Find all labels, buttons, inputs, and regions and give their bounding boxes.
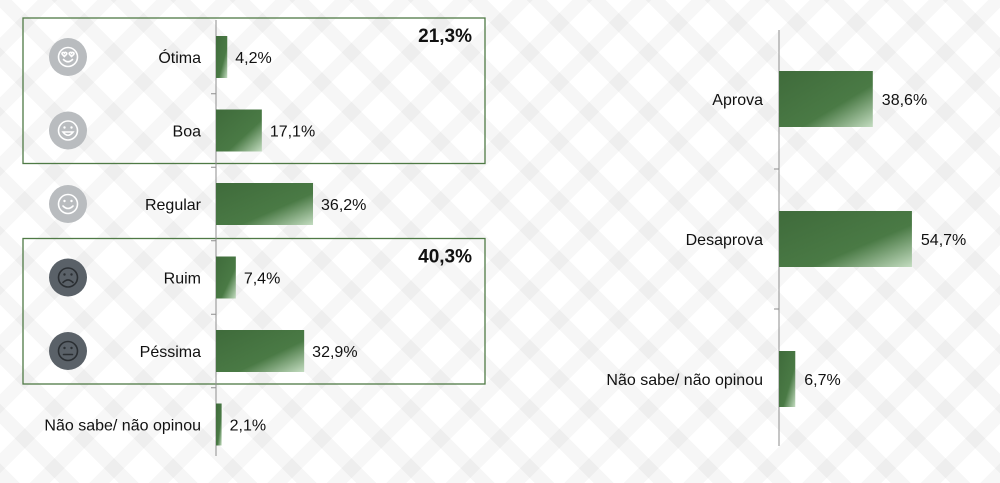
- group-box-2: [22, 237, 486, 385]
- bar-regular: [216, 183, 314, 225]
- category-label-regular: Regular: [145, 197, 202, 214]
- value-label-regular: 36,2%: [321, 197, 366, 214]
- group-box-1: [22, 17, 486, 165]
- chart-2: Aprova 38,6% Desaprova 54,7% Não sabe/ não o…: [606, 30, 966, 446]
- bar-boa: [216, 109, 262, 152]
- category-label-desaprova: Desaprova: [686, 232, 763, 249]
- heart-eyes-face-icon: [49, 38, 87, 76]
- category-label-aprova: Aprova: [712, 92, 763, 109]
- frowning-face-icon: [49, 258, 87, 297]
- bar-desaprova: [779, 211, 912, 267]
- category-label-ruim: Ruim: [164, 271, 201, 288]
- category-label-boa: Boa: [173, 124, 202, 141]
- bar-ruim: [216, 256, 236, 299]
- group-total-label-2: 40,3%: [418, 247, 472, 268]
- grinning-face-icon: [49, 111, 87, 150]
- value-label-aprova: 38,6%: [882, 92, 927, 109]
- group-total-label-1: 21,3%: [418, 26, 472, 47]
- value-label-ruim: 7,4%: [244, 271, 280, 288]
- value-label-nao-sabe-nao-opinou: 6,7%: [804, 372, 840, 389]
- value-label-otima: 4,2%: [235, 50, 271, 67]
- value-label-pessima: 32,9%: [312, 344, 357, 361]
- bar-otima: [216, 36, 228, 78]
- category-label-otima: Ótima: [158, 48, 201, 67]
- neutral-face-icon: [49, 332, 87, 370]
- bar-nao-sabe-nao-opinou: [779, 351, 796, 407]
- category-label-pessima: Péssima: [140, 344, 201, 361]
- bar-aprova: [779, 71, 873, 127]
- category-label-nao-sabe-nao-opinou: Não sabe/ não opinou: [44, 418, 201, 435]
- bar-nao-sabe-nao-opinou: [216, 403, 222, 446]
- bar-pessima: [216, 330, 305, 372]
- category-label-nao-sabe-nao-opinou: Não sabe/ não opinou: [606, 372, 763, 389]
- value-label-desaprova: 54,7%: [921, 232, 966, 249]
- smiling-face-icon: [49, 185, 87, 223]
- chart-1: 21,3% 40,3% Ótima 4,2% Boa 17,1% Regular 36,2% R…: [22, 17, 486, 456]
- value-label-nao-sabe-nao-opinou: 2,1%: [230, 418, 266, 435]
- value-label-boa: 17,1%: [270, 124, 315, 141]
